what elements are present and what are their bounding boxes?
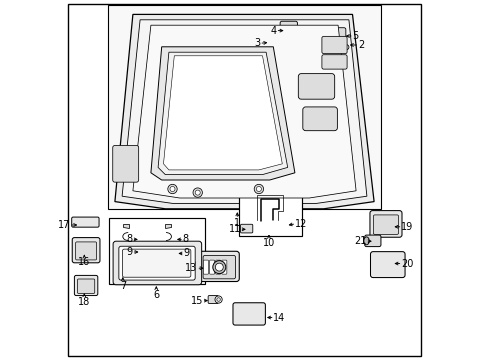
FancyBboxPatch shape	[109, 218, 204, 284]
FancyBboxPatch shape	[122, 249, 190, 277]
Text: 2: 2	[357, 40, 364, 50]
Text: 18: 18	[78, 297, 90, 307]
FancyBboxPatch shape	[203, 260, 208, 274]
FancyBboxPatch shape	[263, 30, 281, 43]
Circle shape	[189, 260, 195, 266]
Circle shape	[167, 184, 177, 194]
FancyBboxPatch shape	[321, 55, 346, 69]
Circle shape	[343, 45, 348, 50]
Circle shape	[121, 272, 124, 275]
FancyBboxPatch shape	[203, 256, 235, 279]
Text: 3: 3	[254, 38, 260, 48]
FancyBboxPatch shape	[239, 194, 302, 236]
Polygon shape	[151, 47, 294, 180]
Polygon shape	[122, 20, 366, 203]
Circle shape	[193, 188, 202, 197]
FancyBboxPatch shape	[209, 260, 214, 274]
Text: 17: 17	[58, 220, 70, 230]
Text: 13: 13	[185, 263, 197, 273]
Circle shape	[318, 83, 325, 90]
FancyBboxPatch shape	[215, 260, 220, 274]
Circle shape	[321, 115, 328, 122]
Polygon shape	[158, 52, 287, 175]
Circle shape	[195, 190, 200, 195]
FancyBboxPatch shape	[280, 21, 297, 34]
FancyBboxPatch shape	[119, 246, 195, 280]
Circle shape	[310, 115, 318, 122]
FancyBboxPatch shape	[208, 296, 218, 303]
Text: 10: 10	[263, 238, 275, 248]
Circle shape	[215, 296, 222, 303]
FancyBboxPatch shape	[302, 107, 337, 131]
Ellipse shape	[363, 237, 368, 245]
FancyBboxPatch shape	[72, 238, 100, 263]
Text: 8: 8	[182, 234, 188, 244]
Text: 16: 16	[78, 257, 90, 267]
Text: 9: 9	[126, 247, 133, 257]
Text: 15: 15	[190, 296, 203, 306]
FancyBboxPatch shape	[113, 241, 201, 285]
Circle shape	[254, 184, 263, 194]
FancyBboxPatch shape	[107, 5, 381, 209]
FancyBboxPatch shape	[364, 235, 380, 247]
Text: 9: 9	[183, 248, 189, 258]
Polygon shape	[115, 14, 373, 209]
Circle shape	[212, 261, 225, 274]
Text: 19: 19	[400, 222, 412, 232]
Text: 1: 1	[234, 218, 240, 228]
FancyBboxPatch shape	[72, 217, 99, 227]
FancyBboxPatch shape	[77, 279, 95, 293]
FancyBboxPatch shape	[240, 224, 252, 233]
FancyBboxPatch shape	[330, 28, 345, 39]
Text: 20: 20	[400, 258, 413, 269]
Circle shape	[120, 270, 126, 277]
Circle shape	[307, 83, 314, 90]
FancyBboxPatch shape	[369, 211, 401, 237]
FancyBboxPatch shape	[199, 251, 239, 282]
FancyBboxPatch shape	[113, 145, 139, 182]
Circle shape	[125, 152, 130, 157]
FancyBboxPatch shape	[321, 36, 346, 54]
Text: 14: 14	[273, 312, 285, 323]
Circle shape	[256, 186, 261, 192]
FancyBboxPatch shape	[298, 73, 334, 99]
FancyBboxPatch shape	[74, 275, 98, 296]
Circle shape	[215, 263, 223, 271]
Polygon shape	[165, 224, 171, 228]
Text: 11: 11	[228, 224, 241, 234]
Text: 4: 4	[270, 26, 276, 36]
Circle shape	[122, 161, 129, 168]
Circle shape	[122, 150, 132, 159]
Polygon shape	[133, 25, 355, 198]
FancyBboxPatch shape	[222, 260, 226, 274]
Circle shape	[170, 186, 175, 192]
FancyBboxPatch shape	[232, 303, 265, 325]
Text: 5: 5	[352, 31, 358, 41]
Polygon shape	[122, 224, 128, 228]
Text: 12: 12	[294, 219, 306, 229]
Circle shape	[120, 260, 126, 266]
Text: 6: 6	[153, 290, 159, 300]
Circle shape	[216, 298, 220, 301]
Text: 7: 7	[120, 281, 126, 291]
FancyBboxPatch shape	[370, 252, 404, 278]
Text: 21: 21	[354, 236, 366, 246]
FancyBboxPatch shape	[373, 215, 398, 234]
FancyBboxPatch shape	[76, 242, 96, 260]
Polygon shape	[163, 56, 282, 170]
Text: 8: 8	[126, 234, 133, 244]
